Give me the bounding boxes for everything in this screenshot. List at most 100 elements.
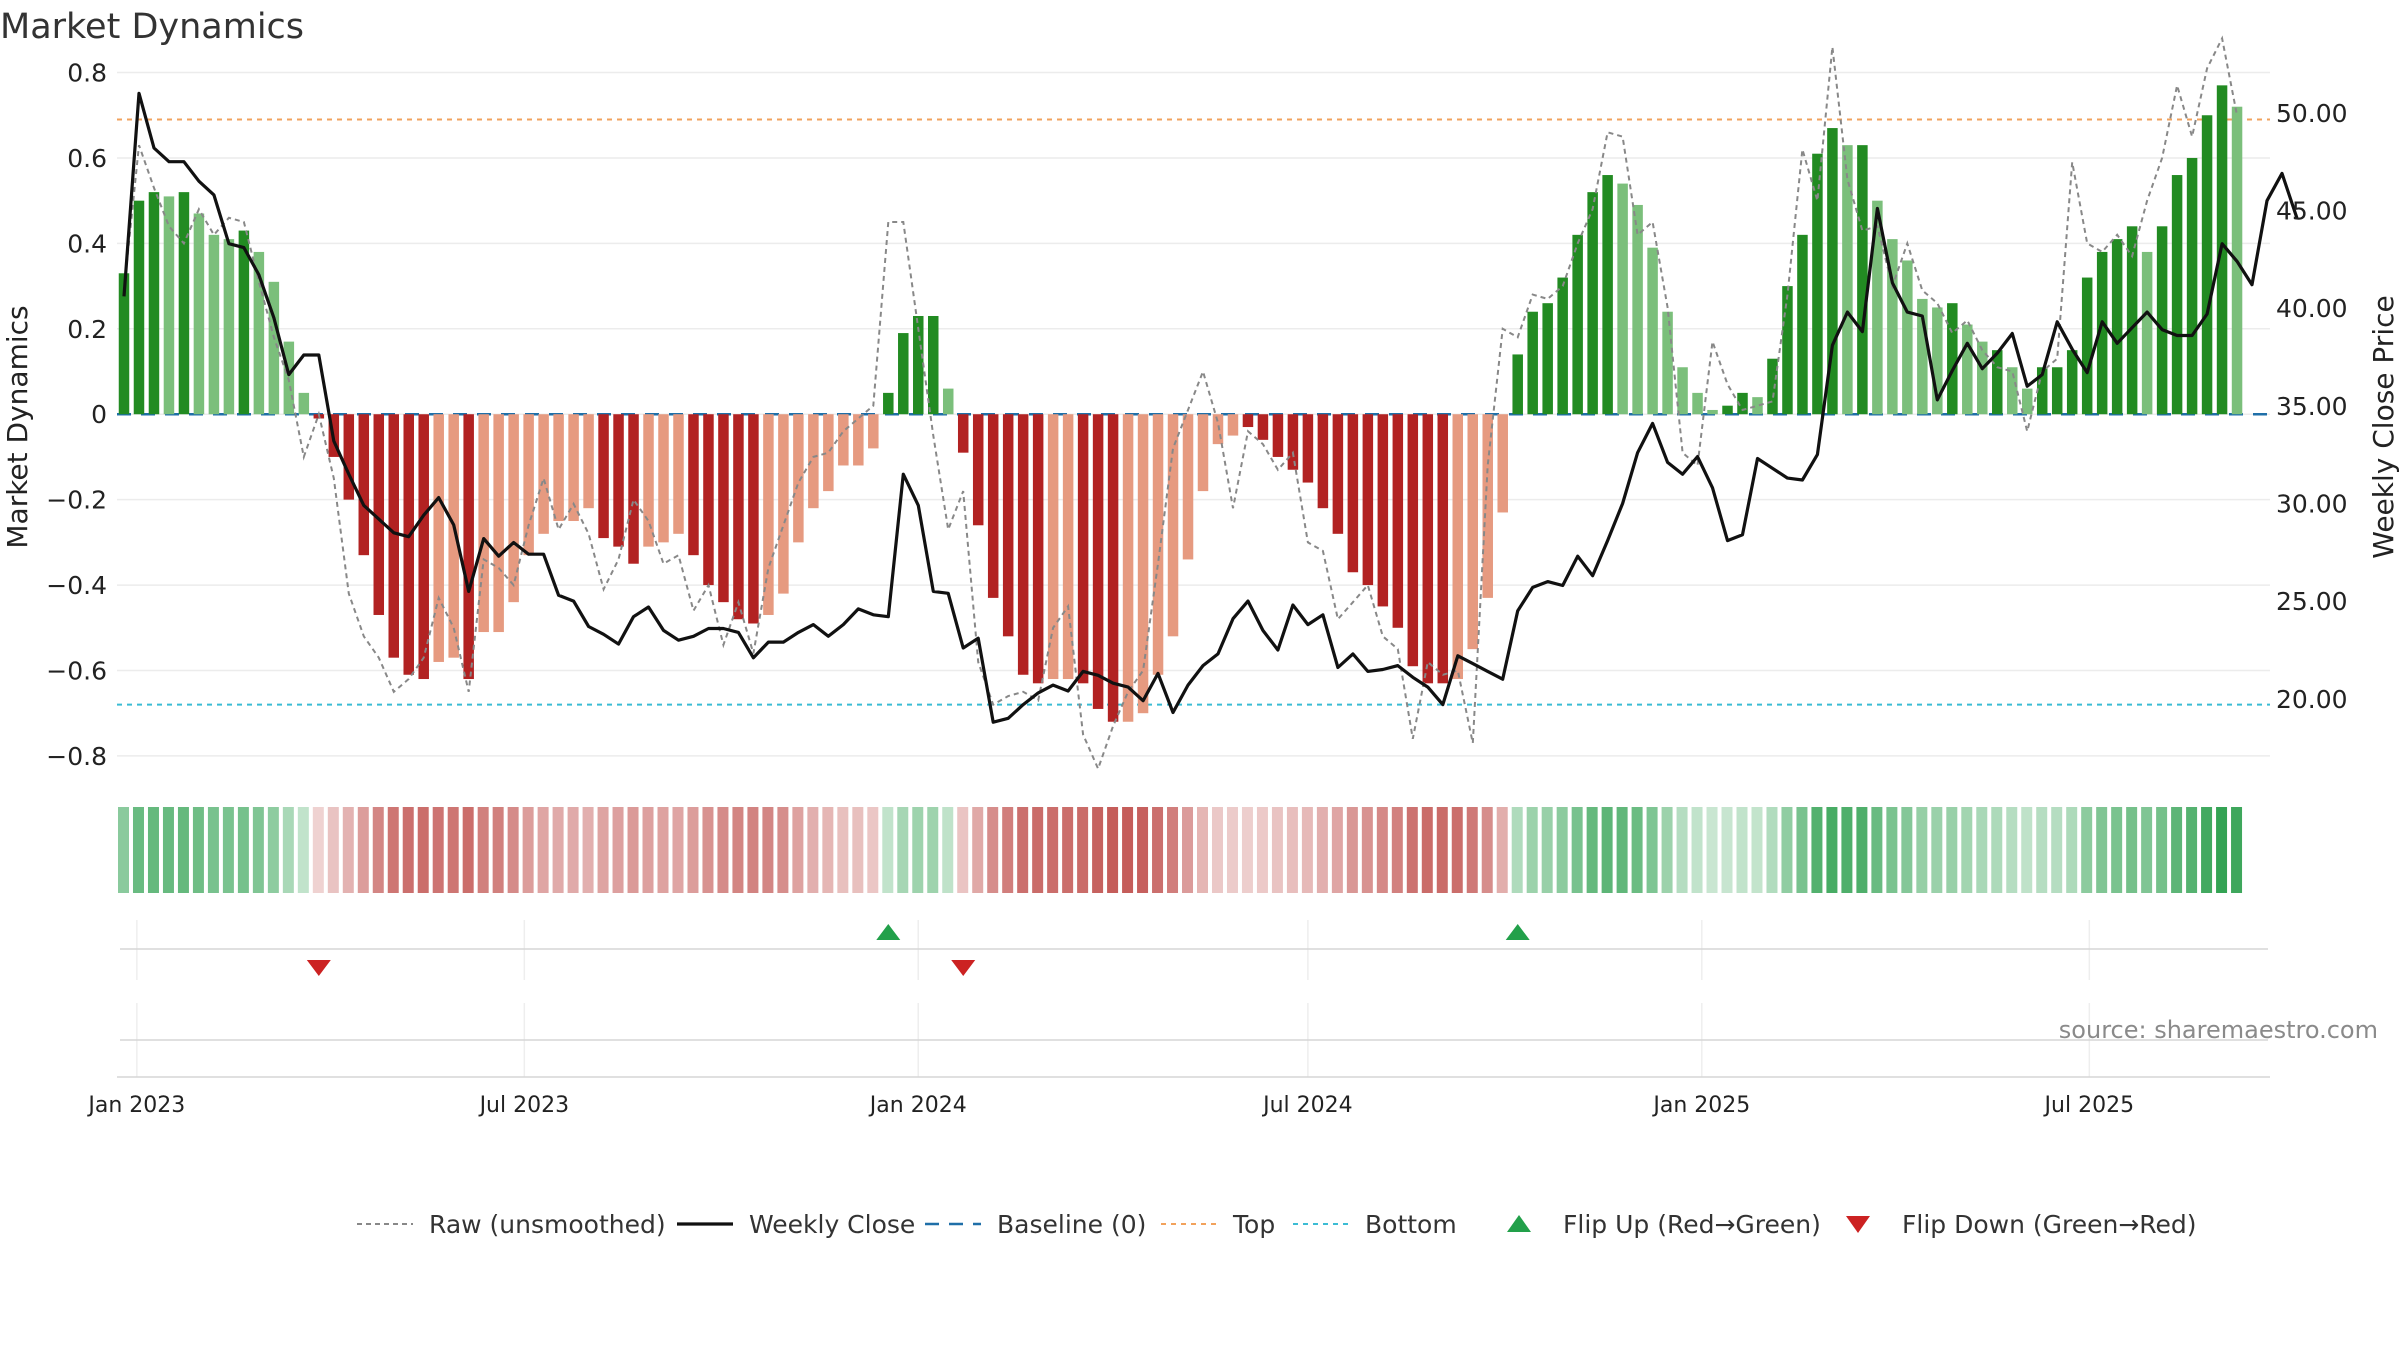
dynamics-bar (1362, 414, 1374, 586)
regime-cell (552, 807, 564, 893)
regime-cell (1526, 807, 1538, 893)
regime-strip (118, 807, 2243, 893)
dynamics-bar (1857, 145, 1868, 415)
dynamics-bar (508, 414, 519, 603)
dynamics-bar (2126, 226, 2138, 415)
axes: 0.8 0.6 0.4 0.2 0 −0.2 −0.4 −0.6 −0.8 50.00 45.00 4… (46, 59, 2347, 1118)
dynamics-bar (1407, 414, 1419, 667)
regime-cell (732, 807, 744, 893)
dynamics-bar (1827, 128, 1838, 415)
dynamics-bar (1572, 234, 1583, 415)
regime-cell (417, 807, 429, 893)
regime-cell (1796, 807, 1808, 893)
y-tick-label: 0.6 (67, 144, 107, 173)
regime-cell (1871, 807, 1883, 893)
y-tick-label: −0.4 (46, 571, 107, 600)
flip-down-marker (951, 960, 976, 976)
regime-cell (1931, 807, 1943, 893)
dynamics-bar (1212, 414, 1224, 445)
reference-lines (117, 118, 2270, 706)
dynamics-bar (1977, 341, 1988, 415)
regime-cell (687, 807, 699, 893)
dynamics-bar (463, 414, 474, 680)
regime-cell (387, 807, 399, 893)
regime-cell (1316, 807, 1328, 893)
regime-cell (717, 807, 729, 893)
dynamics-bar (478, 414, 489, 633)
legend-label: Flip Down (Green→Red) (1902, 1210, 2197, 1239)
regime-cell (2156, 807, 2168, 893)
y-tick-label: −0.2 (46, 486, 107, 515)
dynamics-bar (2096, 251, 2108, 415)
dynamics-bar (148, 192, 160, 415)
dynamics-bar (568, 414, 579, 522)
regime-cell (1226, 807, 1238, 893)
legend-label: Baseline (0) (997, 1210, 1146, 1239)
dynamics-bar (373, 414, 385, 615)
dynamics-bar (1722, 405, 1733, 415)
dynamics-bar (553, 414, 564, 522)
dynamics-bar (1062, 414, 1074, 680)
y2-tick-label: 20.00 (2276, 685, 2348, 714)
dynamics-bar (658, 414, 669, 543)
dynamics-bar (1092, 414, 1104, 709)
dynamics-bar (448, 414, 459, 658)
regime-cell (822, 807, 834, 893)
dynamics-bar (1947, 303, 1958, 415)
regime-cell (252, 807, 264, 893)
dynamics-bar (298, 392, 310, 415)
dynamics-bar (1377, 414, 1389, 607)
dynamics-bar (1422, 414, 1434, 684)
dynamics-bar (1257, 414, 1269, 440)
dynamics-bar (688, 414, 699, 556)
regime-cell (222, 807, 234, 893)
regime-cell (1391, 807, 1403, 893)
dynamics-bar (1197, 414, 1209, 492)
regime-cell (1661, 807, 1673, 893)
dynamics-bar (1647, 247, 1658, 415)
x-tick-label: Jan 2023 (86, 1093, 185, 1118)
y2-tick-label: 35.00 (2276, 392, 2348, 421)
dynamics-bar (2051, 367, 2063, 415)
regime-cell (1017, 807, 1029, 893)
regime-cell (567, 807, 579, 893)
dynamics-bar (853, 414, 864, 466)
dynamics-bar (1347, 414, 1359, 573)
dynamics-bar (1002, 414, 1014, 637)
regime-cell (1107, 807, 1119, 893)
regime-cell (1496, 807, 1508, 893)
dynamics-bar (1467, 414, 1478, 650)
dynamics-bar (358, 414, 370, 556)
regime-cell (2036, 807, 2048, 893)
dynamics-bar (718, 414, 729, 603)
dynamics-bar (987, 414, 999, 598)
dynamics-bar (403, 414, 414, 675)
dynamics-bar (418, 414, 429, 680)
regime-cell (2171, 807, 2183, 893)
dynamics-bar (1542, 303, 1553, 415)
regime-cell (2006, 807, 2018, 893)
regime-cell (1811, 807, 1823, 893)
dynamics-bar (2111, 239, 2123, 415)
regime-cell (357, 807, 369, 893)
dynamics-bar (178, 192, 190, 415)
dynamics-bar (763, 414, 774, 615)
regime-cell (1706, 807, 1718, 893)
dynamics-bar (2186, 157, 2198, 415)
flip-up-marker (876, 924, 901, 940)
legend-label: Bottom (1365, 1210, 1457, 1239)
dynamics-bar (1797, 234, 1808, 415)
regime-cell (1586, 807, 1598, 893)
dynamics-bar (1632, 204, 1643, 415)
regime-cell (1961, 807, 1973, 893)
dynamics-bar (868, 414, 879, 449)
dynamics-bar (1332, 414, 1344, 534)
dynamics-bar (433, 414, 444, 662)
regime-cell (807, 807, 819, 893)
regime-cell (1856, 807, 1868, 893)
regime-cell (792, 807, 804, 893)
regime-cell (1122, 807, 1134, 893)
legend-item: Raw (unsmoothed) (357, 1210, 666, 1239)
dynamics-bar (1872, 200, 1883, 415)
